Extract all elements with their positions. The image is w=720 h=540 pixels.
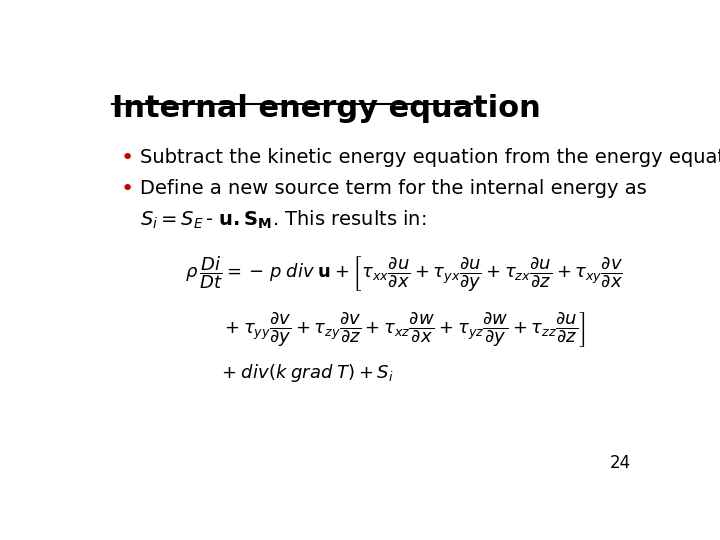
Text: Subtract the kinetic energy equation from the energy equation.: Subtract the kinetic energy equation fro…: [140, 148, 720, 167]
Text: •: •: [121, 179, 134, 199]
Text: $\left. + \tau_{yy} \dfrac{\partial v}{\partial y} + \tau_{zy} \dfrac{\partial v: $\left. + \tau_{yy} \dfrac{\partial v}{\…: [221, 310, 585, 349]
Text: 24: 24: [610, 454, 631, 472]
Text: $S_i = S_E\,$- $\mathbf{u}$$\mathbf{.S_M}$. This results in:: $S_i = S_E\,$- $\mathbf{u}$$\mathbf{.S_M…: [140, 208, 427, 231]
Text: •: •: [121, 148, 134, 168]
Text: $\rho \,\dfrac{Di}{Dt} = -\,p \; \mathit{div} \; \mathbf{u} + \left[ \tau_{xx} \: $\rho \,\dfrac{Di}{Dt} = -\,p \; \mathit…: [185, 254, 623, 294]
Text: Define a new source term for the internal energy as: Define a new source term for the interna…: [140, 179, 647, 198]
Text: $+ \; \mathit{div}(k \; \mathit{grad} \; T) + S_i$: $+ \; \mathit{div}(k \; \mathit{grad} \;…: [221, 362, 394, 384]
Text: Internal energy equation: Internal energy equation: [112, 94, 541, 123]
